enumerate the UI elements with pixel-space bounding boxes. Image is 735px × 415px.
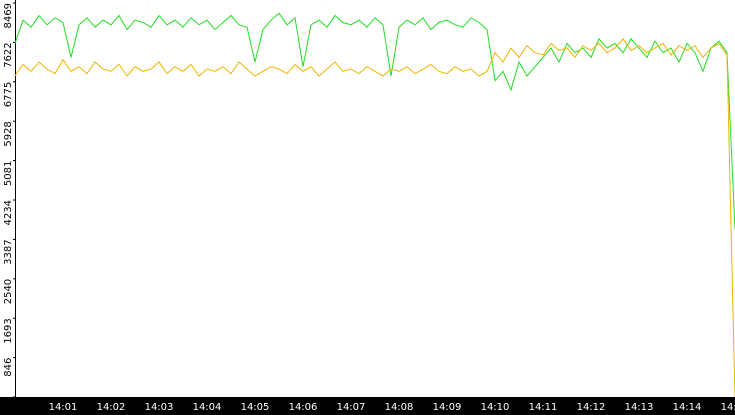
y-tick-label: 5928 — [3, 121, 14, 146]
x-tick-label: 14:11 — [529, 402, 558, 413]
y-tick-label: 4234 — [3, 200, 14, 225]
y-tick-label: 8469 — [3, 3, 14, 28]
series-line — [14, 12, 735, 230]
x-tick-label: 14:12 — [577, 402, 606, 413]
x-tick-label: 14:05 — [241, 402, 270, 413]
y-tick-label: 7622 — [3, 42, 14, 67]
x-tick-label: 14:07 — [337, 402, 366, 413]
y-tick-label: 0 — [3, 397, 14, 403]
y-tick-label: 1693 — [3, 318, 14, 343]
y-tick-label: 3387 — [3, 239, 14, 264]
series-line — [14, 37, 735, 398]
x-tick-label: 14:15 — [721, 402, 735, 413]
x-tick-label: 14:10 — [481, 402, 510, 413]
time-axis-bar — [0, 397, 735, 415]
x-tick-label: 14:03 — [145, 402, 174, 413]
y-tick-label: 2540 — [3, 279, 14, 304]
y-tick-label: 6775 — [3, 82, 14, 107]
x-tick-label: 14:13 — [625, 402, 654, 413]
x-tick-label: 14:06 — [289, 402, 318, 413]
x-tick-label: 14:04 — [193, 402, 222, 413]
y-tick-label: 846 — [3, 358, 14, 377]
x-tick-label: 14:09 — [433, 402, 462, 413]
x-tick-label: 14:01 — [49, 402, 78, 413]
x-tick-label: 14:02 — [97, 402, 126, 413]
x-tick-label: 14:14 — [673, 402, 702, 413]
x-tick-label: 14:08 — [385, 402, 414, 413]
y-tick-label: 5081 — [3, 161, 14, 186]
